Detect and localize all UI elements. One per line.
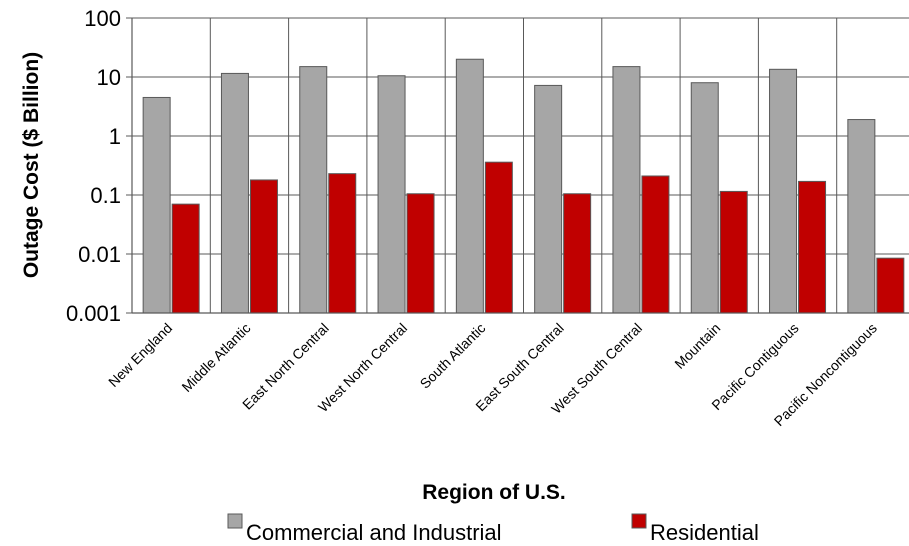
bar-commercial [142,96,171,314]
bars-layer [142,58,905,314]
bar-commercial [612,66,641,314]
y-tick-label: 0.1 [90,183,121,208]
x-axis-title: Region of U.S. [422,481,566,504]
bar-commercial [299,66,328,314]
x-category-label: Pacific Contiguous [708,320,801,413]
x-category-label: East North Central [239,320,332,413]
legend-swatch-commercial [227,513,243,529]
bar-commercial [769,68,798,314]
bar-residential [641,175,670,314]
bar-residential [171,203,200,314]
bar-commercial [690,82,719,314]
bar-residential [249,179,278,314]
bar-commercial [847,119,876,314]
y-tick-label: 0.01 [78,242,121,267]
bar-residential [484,161,513,314]
x-category-label: Mountain [671,320,723,372]
bar-residential [563,193,592,314]
bar-residential [406,193,435,314]
bar-residential [719,190,748,314]
x-category-label: Middle Atlantic [178,320,253,395]
bar-residential [876,257,905,314]
legend-label-residential: Residential [650,520,759,545]
x-category-label: South Atlantic [417,320,489,392]
y-tick-label: 10 [97,65,121,90]
legend-label-commercial: Commercial and Industrial [246,520,502,545]
x-category-label: West North Central [315,320,410,415]
bar-commercial [377,75,406,314]
legend-swatch-residential [631,513,647,529]
y-axis-title: Outage Cost ($ Billion) [20,52,43,278]
bar-residential [798,180,827,314]
y-tick-label: 0.001 [66,301,121,326]
bar-commercial [534,84,563,314]
bar-residential [328,173,357,314]
legend: Commercial and Industrial Residential [227,513,759,545]
axis-layer [126,17,909,314]
y-tick-label: 100 [84,6,121,31]
bar-commercial [455,58,484,314]
x-category-label: New England [105,320,175,390]
bar-commercial [220,72,249,314]
y-tick-label: 1 [109,124,121,149]
